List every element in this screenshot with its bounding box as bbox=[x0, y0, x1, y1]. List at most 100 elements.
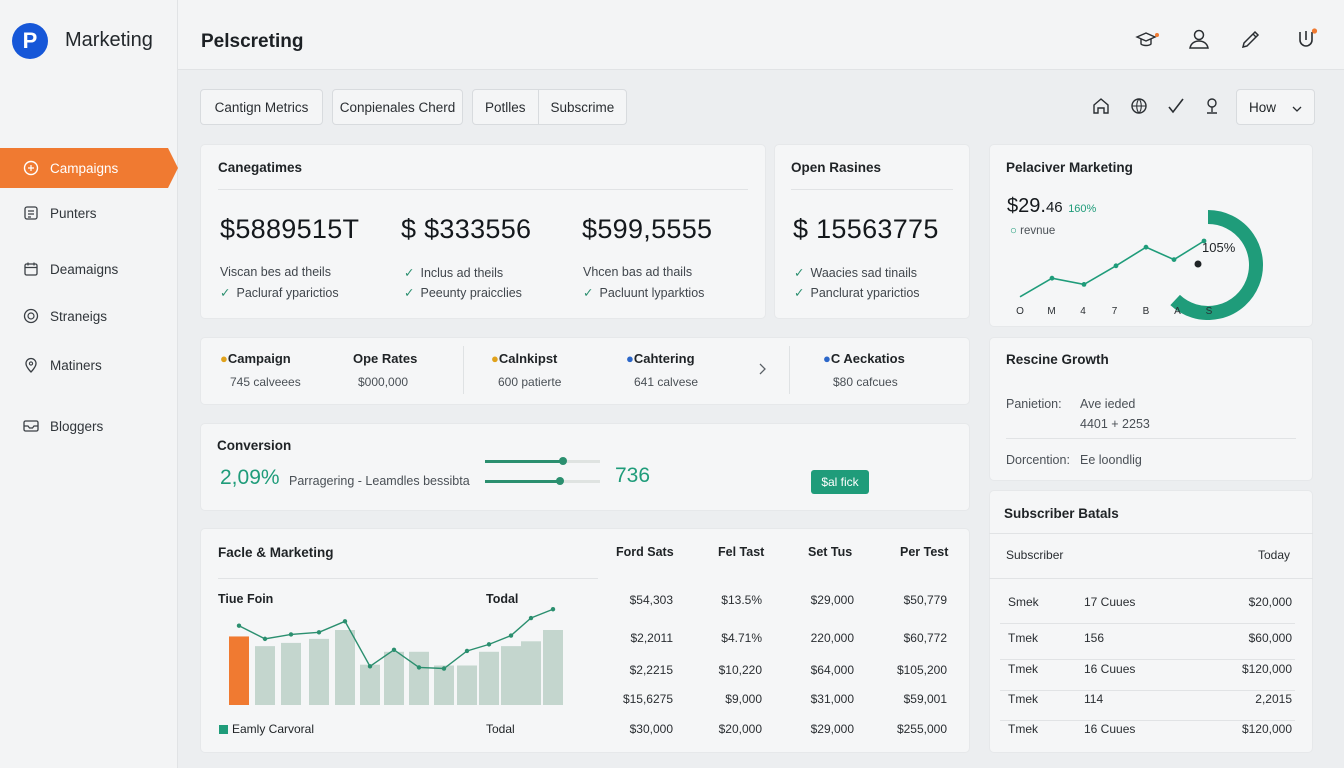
fm-sub-left: Tiue Foin bbox=[218, 592, 274, 606]
x-tick-label: O bbox=[1016, 306, 1024, 317]
bar bbox=[281, 642, 301, 705]
metric-value: $ $333556 bbox=[401, 214, 532, 244]
metric-check: ✓ Panclurat yparictios bbox=[794, 286, 920, 300]
calendar-icon bbox=[22, 260, 40, 278]
check-icon: ✓ bbox=[404, 286, 415, 300]
sidebar-item-campaigns[interactable]: Campaigns bbox=[0, 148, 178, 188]
slider-handle[interactable] bbox=[558, 457, 567, 465]
power-icon[interactable] bbox=[1291, 24, 1321, 54]
series-line bbox=[238, 608, 554, 670]
row-count: 16 Cuues bbox=[1084, 722, 1136, 736]
logo-icon[interactable]: P bbox=[12, 23, 48, 59]
conversion-badge[interactable]: $al fick bbox=[811, 470, 869, 494]
subscriber-title: Subscriber Batals bbox=[1004, 506, 1119, 521]
conversion-count: 736 bbox=[615, 464, 651, 487]
bar bbox=[434, 665, 454, 705]
line-point bbox=[288, 632, 294, 637]
graduation-icon[interactable] bbox=[1132, 25, 1162, 55]
growth-label: Dorcention: bbox=[1006, 453, 1070, 467]
sidebar-item-bloggers[interactable]: Bloggers bbox=[0, 406, 178, 446]
gauge-dot bbox=[1194, 260, 1202, 268]
divider bbox=[463, 346, 464, 394]
bar bbox=[255, 646, 275, 705]
brand-name: Marketing bbox=[65, 29, 153, 51]
stat-dot: ● bbox=[220, 351, 228, 366]
table-cell: $105,200 bbox=[896, 663, 947, 677]
sidebar-item-deamaigns[interactable]: Deamaigns bbox=[0, 249, 178, 289]
line-point bbox=[342, 619, 348, 624]
time-range-select[interactable]: How bbox=[1236, 89, 1315, 125]
line-point bbox=[528, 615, 534, 621]
user-icon[interactable] bbox=[1184, 24, 1214, 54]
performance-card bbox=[989, 144, 1313, 327]
x-tick-label: A bbox=[1174, 306, 1181, 317]
legend-dot: ○ bbox=[1010, 225, 1017, 237]
row-count: 16 Cuues bbox=[1084, 662, 1136, 676]
slider-handle[interactable] bbox=[555, 477, 564, 485]
sidebar bbox=[0, 0, 178, 768]
tab-group: Potlles Subscrime bbox=[472, 89, 628, 125]
check-icon: ✓ bbox=[220, 286, 231, 300]
tab-subscrime[interactable]: Subscrime bbox=[537, 90, 627, 124]
tab-potlles[interactable]: Potlles bbox=[485, 99, 526, 115]
sidebar-item-punters[interactable]: Punters bbox=[0, 193, 178, 233]
stat-value: 745 calveees bbox=[230, 375, 301, 389]
table-cell: $29,000 bbox=[810, 593, 854, 607]
brush-icon[interactable] bbox=[1236, 24, 1266, 54]
performance-legend: ○ revnue bbox=[1010, 225, 1056, 237]
metric-check: Vhcen bas ad thails bbox=[583, 265, 693, 279]
tab-companies-chart[interactable]: Conpienales Cherd bbox=[332, 89, 463, 125]
check-icon: ✓ bbox=[794, 286, 805, 300]
stat-name: ●Cahtering bbox=[626, 351, 695, 366]
table-cell: $9,000 bbox=[725, 692, 762, 706]
globe-icon[interactable] bbox=[1124, 91, 1154, 121]
select-value: How bbox=[1249, 99, 1277, 115]
check-icon: ✓ bbox=[404, 266, 415, 280]
bar bbox=[501, 646, 521, 705]
row-value: $60,000 bbox=[1248, 631, 1292, 645]
column-header: Per Test bbox=[900, 545, 949, 559]
table-cell: $20,000 bbox=[718, 722, 762, 736]
row-label: Smek bbox=[1008, 595, 1039, 609]
table-cell: $2,2011 bbox=[630, 631, 674, 645]
conversion-bar-fill bbox=[485, 460, 563, 463]
bar bbox=[360, 664, 380, 705]
page-title: Pelscreting bbox=[201, 31, 304, 52]
checkmark-icon[interactable] bbox=[1161, 91, 1191, 121]
chevron-right-icon[interactable] bbox=[758, 362, 766, 380]
pin-icon bbox=[22, 356, 40, 374]
bar bbox=[409, 651, 429, 705]
fm-title: Facle & Marketing bbox=[218, 545, 334, 560]
metric-value: $599,5555 bbox=[582, 214, 713, 244]
table-cell: 220,000 bbox=[810, 631, 854, 645]
table-cell: $15,6275 bbox=[622, 692, 673, 706]
pin-icon[interactable] bbox=[1197, 91, 1227, 121]
divider bbox=[1000, 690, 1295, 691]
column-header: Ford Sats bbox=[616, 545, 674, 559]
stat-name: ●Calnkipst bbox=[491, 351, 558, 366]
stat-name: ●C Aeckatios bbox=[823, 351, 905, 366]
top-bar bbox=[178, 0, 1344, 70]
conversion-card bbox=[200, 423, 970, 511]
tab-campaign-metrics[interactable]: Cantign Metrics bbox=[200, 89, 323, 125]
home-icon[interactable] bbox=[1086, 91, 1116, 121]
stat-name: Ope Rates bbox=[353, 351, 418, 366]
metric-value: $5889515T bbox=[220, 214, 360, 244]
row-count: 17 Cuues bbox=[1084, 595, 1136, 609]
divider bbox=[789, 346, 790, 394]
fm-bar-chart bbox=[229, 607, 563, 705]
sidebar-item-matiners[interactable]: Matiners bbox=[0, 345, 178, 385]
divider bbox=[1000, 659, 1295, 660]
row-label: Tmek bbox=[1008, 662, 1038, 676]
stats-strip bbox=[200, 337, 970, 405]
row-value: $120,000 bbox=[1241, 662, 1292, 676]
growth-label: Panietion: bbox=[1006, 397, 1062, 411]
line-point bbox=[391, 647, 397, 653]
fm-sub-right: Todal bbox=[486, 592, 519, 606]
bar bbox=[543, 630, 563, 705]
sidebar-item-straneigs[interactable]: Straneigs bbox=[0, 296, 178, 336]
line-point bbox=[464, 648, 470, 654]
line-point bbox=[508, 633, 514, 638]
bar bbox=[479, 651, 499, 705]
line-point bbox=[550, 607, 556, 612]
